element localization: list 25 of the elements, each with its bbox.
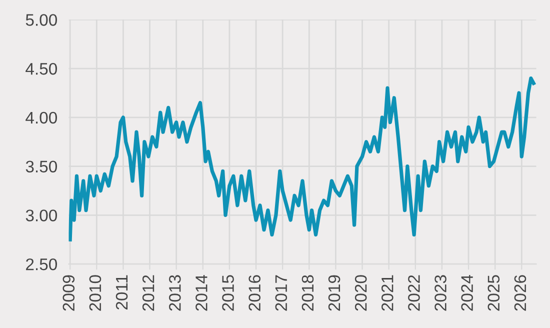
x-tick-label: 2010 [89, 275, 102, 311]
x-tick-label: 2026 [514, 275, 526, 311]
x-tick-label: 2022 [408, 275, 420, 311]
x-tick-label: 2012 [142, 275, 154, 311]
x-tick-label: 2013 [169, 275, 181, 311]
x-tick-label: 2015 [222, 275, 234, 311]
x-tick-label: 2014 [196, 274, 208, 311]
x-tick-label: 2021 [382, 275, 394, 311]
x-tick-label: 2018 [302, 275, 314, 311]
x-tick-label: 2025 [488, 275, 500, 311]
x-tick-label: 2016 [248, 275, 260, 311]
y-tick-label: 5.00 [26, 14, 57, 26]
x-tick-label: 2011 [116, 275, 128, 310]
y-tick-label: 3.50 [26, 160, 57, 172]
line-series [68, 76, 536, 242]
y-tick-label: 2.50 [26, 258, 57, 270]
y-tick-label: 4.00 [26, 112, 57, 124]
x-tick-label: 2023 [434, 275, 446, 311]
x-tick-label: 2024 [461, 274, 473, 311]
y-tick-label: 4.50 [26, 62, 57, 75]
x-tick-label: 2009 [62, 275, 75, 311]
x-tick-label: 2017 [275, 275, 288, 311]
y-tick-label: 3.00 [26, 210, 57, 222]
x-tick-label: 2020 [354, 275, 367, 311]
x-tick-label: 2019 [328, 275, 340, 311]
